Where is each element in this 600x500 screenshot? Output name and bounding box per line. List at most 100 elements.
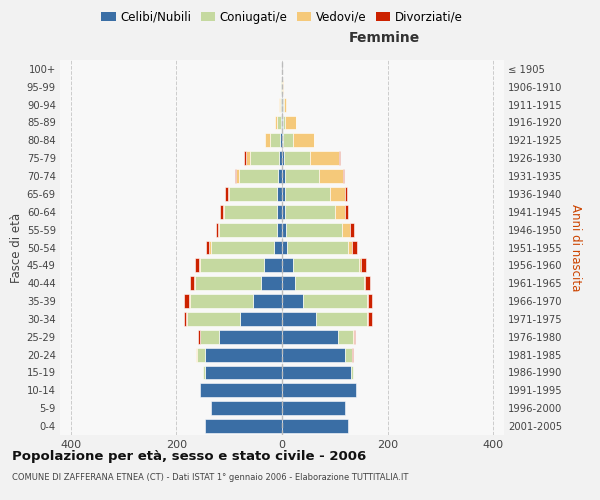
Bar [282,384,356,398]
Bar [282,419,348,433]
Bar [365,276,370,290]
Bar [339,151,340,165]
Bar [282,205,284,219]
Bar [200,330,218,344]
Bar [263,258,282,272]
Bar [354,330,355,344]
Text: COMUNE DI ZAFFERANA ETNEA (CT) - Dati ISTAT 1° gennaio 2006 - Elaborazione TUTTI: COMUNE DI ZAFFERANA ETNEA (CT) - Dati IS… [12,472,409,482]
Bar [287,240,348,254]
Bar [279,98,280,112]
Bar [364,276,365,290]
Bar [283,134,293,147]
Bar [200,384,282,398]
Bar [275,116,277,130]
Bar [280,151,282,165]
Bar [200,258,263,272]
Bar [274,240,282,254]
Bar [282,330,337,344]
Bar [343,169,344,183]
Bar [342,222,350,236]
Bar [282,258,293,272]
Bar [253,294,282,308]
Bar [329,187,346,201]
Bar [280,134,282,147]
Bar [261,276,282,290]
Bar [293,258,359,272]
Bar [270,134,280,147]
Bar [319,169,343,183]
Bar [282,348,346,362]
Legend: Celibi/Nubili, Coniugati/e, Vedovi/e, Divorziati/e: Celibi/Nubili, Coniugati/e, Vedovi/e, Di… [97,6,467,28]
Bar [284,151,310,165]
Bar [367,312,368,326]
Bar [285,116,296,130]
Bar [310,151,339,165]
Bar [282,366,351,380]
Bar [283,116,285,130]
Bar [216,222,218,236]
Bar [282,151,284,165]
Bar [282,187,284,201]
Bar [280,98,281,112]
Y-axis label: Anni di nascita: Anni di nascita [569,204,582,291]
Bar [277,116,281,130]
Bar [209,240,211,254]
Bar [184,294,189,308]
Bar [236,169,239,183]
Bar [246,151,250,165]
Bar [367,294,368,308]
Bar [282,134,283,147]
Bar [250,151,280,165]
Bar [239,169,278,183]
Text: Femmine: Femmine [349,31,420,45]
Bar [346,205,348,219]
Bar [220,205,223,219]
Bar [284,187,329,201]
Bar [205,419,282,433]
Bar [316,312,367,326]
Bar [205,348,282,362]
Bar [229,187,277,201]
Bar [282,401,346,415]
Bar [286,222,342,236]
Bar [211,401,282,415]
Bar [265,134,270,147]
Bar [282,276,295,290]
Bar [303,294,367,308]
Bar [277,222,282,236]
Bar [211,240,274,254]
Bar [278,169,282,183]
Bar [282,312,316,326]
Bar [284,169,319,183]
Bar [190,294,253,308]
Bar [223,205,224,219]
Bar [359,258,361,272]
Bar [206,240,209,254]
Bar [205,366,282,380]
Bar [284,98,286,112]
Bar [224,205,277,219]
Bar [368,294,372,308]
Bar [190,276,194,290]
Bar [361,258,365,272]
Bar [284,205,335,219]
Bar [184,312,187,326]
Bar [195,258,199,272]
Bar [196,348,197,362]
Bar [350,222,354,236]
Bar [197,348,205,362]
Bar [351,366,353,380]
Bar [218,330,282,344]
Bar [282,222,286,236]
Bar [282,294,303,308]
Bar [227,187,229,201]
Bar [199,258,200,272]
Bar [352,240,356,254]
Bar [240,312,282,326]
Bar [282,240,287,254]
Bar [346,187,347,201]
Bar [293,134,314,147]
Bar [282,169,284,183]
Bar [277,187,282,201]
Y-axis label: Fasce di età: Fasce di età [10,212,23,282]
